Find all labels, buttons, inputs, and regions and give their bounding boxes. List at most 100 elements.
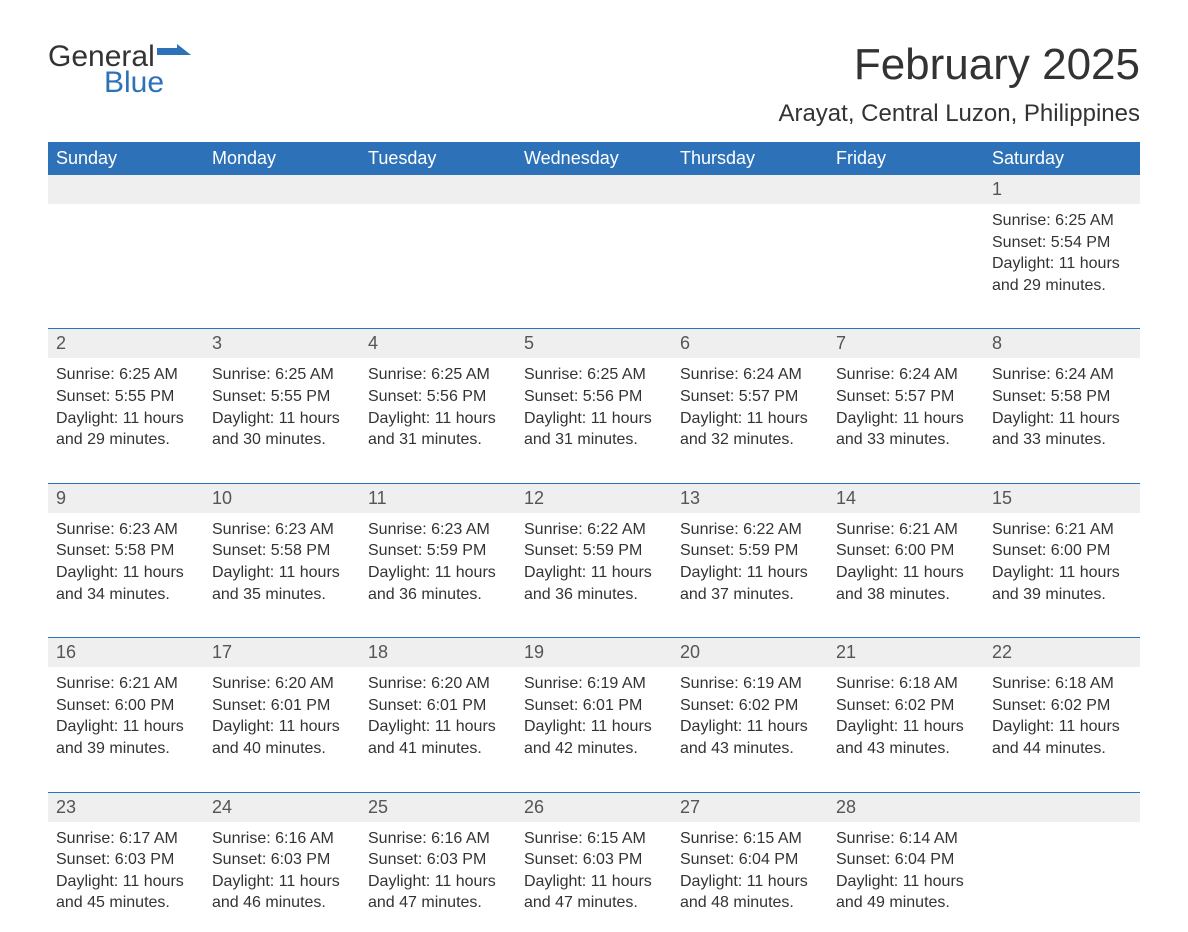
daylight-line-1: Daylight: 11 hours	[836, 408, 976, 430]
title-block: February 2025 Arayat, Central Luzon, Phi…	[778, 40, 1140, 128]
daylight-line-1: Daylight: 11 hours	[836, 871, 976, 893]
sunset-line: Sunset: 6:03 PM	[212, 849, 352, 871]
sunrise-line: Sunrise: 6:23 AM	[212, 519, 352, 541]
daylight-line-2: and 39 minutes.	[992, 584, 1132, 606]
day-cell: Sunrise: 6:25 AMSunset: 5:55 PMDaylight:…	[204, 358, 360, 468]
calendar-week: 232425262728Sunrise: 6:17 AMSunset: 6:03…	[48, 792, 1140, 932]
daylight-line-2: and 29 minutes.	[992, 275, 1132, 297]
daylight-line-1: Daylight: 11 hours	[524, 408, 664, 430]
daylight-line-2: and 41 minutes.	[368, 738, 508, 760]
calendar-week: 9101112131415Sunrise: 6:23 AMSunset: 5:5…	[48, 483, 1140, 623]
day-cell: Sunrise: 6:22 AMSunset: 5:59 PMDaylight:…	[516, 513, 672, 623]
weekday-header-row: Sunday Monday Tuesday Wednesday Thursday…	[48, 142, 1140, 175]
day-cell: Sunrise: 6:21 AMSunset: 6:00 PMDaylight:…	[48, 667, 204, 777]
sunrise-line: Sunrise: 6:21 AM	[836, 519, 976, 541]
daylight-line-2: and 38 minutes.	[836, 584, 976, 606]
date-number: 15	[984, 484, 1140, 513]
location-subtitle: Arayat, Central Luzon, Philippines	[778, 100, 1140, 128]
daylight-line-2: and 31 minutes.	[368, 429, 508, 451]
empty-cell	[516, 204, 672, 314]
sunset-line: Sunset: 5:54 PM	[992, 232, 1132, 254]
day-cell: Sunrise: 6:23 AMSunset: 5:58 PMDaylight:…	[48, 513, 204, 623]
weekday-header: Tuesday	[360, 142, 516, 175]
daylight-line-1: Daylight: 11 hours	[212, 871, 352, 893]
day-cell: Sunrise: 6:25 AMSunset: 5:56 PMDaylight:…	[360, 358, 516, 468]
empty-cell	[48, 204, 204, 314]
daylight-line-2: and 42 minutes.	[524, 738, 664, 760]
sunrise-line: Sunrise: 6:17 AM	[56, 828, 196, 850]
sunset-line: Sunset: 5:55 PM	[212, 386, 352, 408]
daylight-line-1: Daylight: 11 hours	[56, 408, 196, 430]
date-number: 1	[984, 175, 1140, 204]
sunrise-line: Sunrise: 6:25 AM	[992, 210, 1132, 232]
calendar-table: Sunday Monday Tuesday Wednesday Thursday…	[48, 142, 1140, 932]
daylight-line-1: Daylight: 11 hours	[368, 716, 508, 738]
sunset-line: Sunset: 5:59 PM	[368, 540, 508, 562]
daylight-line-1: Daylight: 11 hours	[56, 871, 196, 893]
daylight-line-2: and 43 minutes.	[836, 738, 976, 760]
sunrise-line: Sunrise: 6:23 AM	[56, 519, 196, 541]
daylight-line-1: Daylight: 11 hours	[992, 408, 1132, 430]
day-cell: Sunrise: 6:18 AMSunset: 6:02 PMDaylight:…	[984, 667, 1140, 777]
date-number-row: 9101112131415	[48, 484, 1140, 513]
day-cell: Sunrise: 6:17 AMSunset: 6:03 PMDaylight:…	[48, 822, 204, 932]
date-number: 3	[204, 329, 360, 358]
sunset-line: Sunset: 5:58 PM	[56, 540, 196, 562]
sunset-line: Sunset: 6:01 PM	[212, 695, 352, 717]
brand-logo: General Blue	[48, 40, 191, 100]
sunrise-line: Sunrise: 6:24 AM	[836, 364, 976, 386]
weekday-header: Monday	[204, 142, 360, 175]
daylight-line-1: Daylight: 11 hours	[524, 716, 664, 738]
sunrise-line: Sunrise: 6:16 AM	[212, 828, 352, 850]
day-cell: Sunrise: 6:21 AMSunset: 6:00 PMDaylight:…	[828, 513, 984, 623]
sunset-line: Sunset: 5:56 PM	[368, 386, 508, 408]
daylight-line-2: and 48 minutes.	[680, 892, 820, 914]
daylight-line-2: and 40 minutes.	[212, 738, 352, 760]
date-number: 22	[984, 638, 1140, 667]
calendar-week: 2345678Sunrise: 6:25 AMSunset: 5:55 PMDa…	[48, 328, 1140, 468]
day-cell: Sunrise: 6:25 AMSunset: 5:56 PMDaylight:…	[516, 358, 672, 468]
sunset-line: Sunset: 6:02 PM	[992, 695, 1132, 717]
daylight-line-1: Daylight: 11 hours	[212, 716, 352, 738]
daylight-line-2: and 49 minutes.	[836, 892, 976, 914]
calendar-week: 1Sunrise: 6:25 AMSunset: 5:54 PMDaylight…	[48, 175, 1140, 314]
weekday-header: Saturday	[984, 142, 1140, 175]
date-number-row: 1	[48, 175, 1140, 204]
date-number	[516, 175, 672, 204]
day-cell: Sunrise: 6:18 AMSunset: 6:02 PMDaylight:…	[828, 667, 984, 777]
date-number	[828, 175, 984, 204]
date-number	[984, 793, 1140, 822]
daylight-line-1: Daylight: 11 hours	[524, 562, 664, 584]
sunset-line: Sunset: 5:57 PM	[680, 386, 820, 408]
daylight-line-2: and 31 minutes.	[524, 429, 664, 451]
date-number: 26	[516, 793, 672, 822]
sunrise-line: Sunrise: 6:21 AM	[992, 519, 1132, 541]
daylight-line-2: and 47 minutes.	[524, 892, 664, 914]
daylight-line-1: Daylight: 11 hours	[56, 562, 196, 584]
day-cell: Sunrise: 6:15 AMSunset: 6:03 PMDaylight:…	[516, 822, 672, 932]
sunrise-line: Sunrise: 6:20 AM	[368, 673, 508, 695]
sunset-line: Sunset: 6:02 PM	[836, 695, 976, 717]
sunset-line: Sunset: 6:03 PM	[368, 849, 508, 871]
day-cell: Sunrise: 6:24 AMSunset: 5:57 PMDaylight:…	[672, 358, 828, 468]
sunset-line: Sunset: 6:04 PM	[836, 849, 976, 871]
sunset-line: Sunset: 5:59 PM	[680, 540, 820, 562]
sunrise-line: Sunrise: 6:15 AM	[680, 828, 820, 850]
logo-word-blue: Blue	[104, 66, 191, 100]
date-number: 13	[672, 484, 828, 513]
date-number: 4	[360, 329, 516, 358]
sunset-line: Sunset: 5:57 PM	[836, 386, 976, 408]
sunset-line: Sunset: 6:01 PM	[524, 695, 664, 717]
day-cell: Sunrise: 6:22 AMSunset: 5:59 PMDaylight:…	[672, 513, 828, 623]
sunset-line: Sunset: 5:59 PM	[524, 540, 664, 562]
daylight-line-2: and 37 minutes.	[680, 584, 820, 606]
daylight-line-1: Daylight: 11 hours	[680, 871, 820, 893]
date-number-row: 16171819202122	[48, 638, 1140, 667]
date-number: 19	[516, 638, 672, 667]
daylight-line-2: and 36 minutes.	[524, 584, 664, 606]
daylight-line-1: Daylight: 11 hours	[524, 871, 664, 893]
day-cell: Sunrise: 6:23 AMSunset: 5:58 PMDaylight:…	[204, 513, 360, 623]
sunrise-line: Sunrise: 6:23 AM	[368, 519, 508, 541]
weekday-header: Thursday	[672, 142, 828, 175]
sunrise-line: Sunrise: 6:25 AM	[524, 364, 664, 386]
